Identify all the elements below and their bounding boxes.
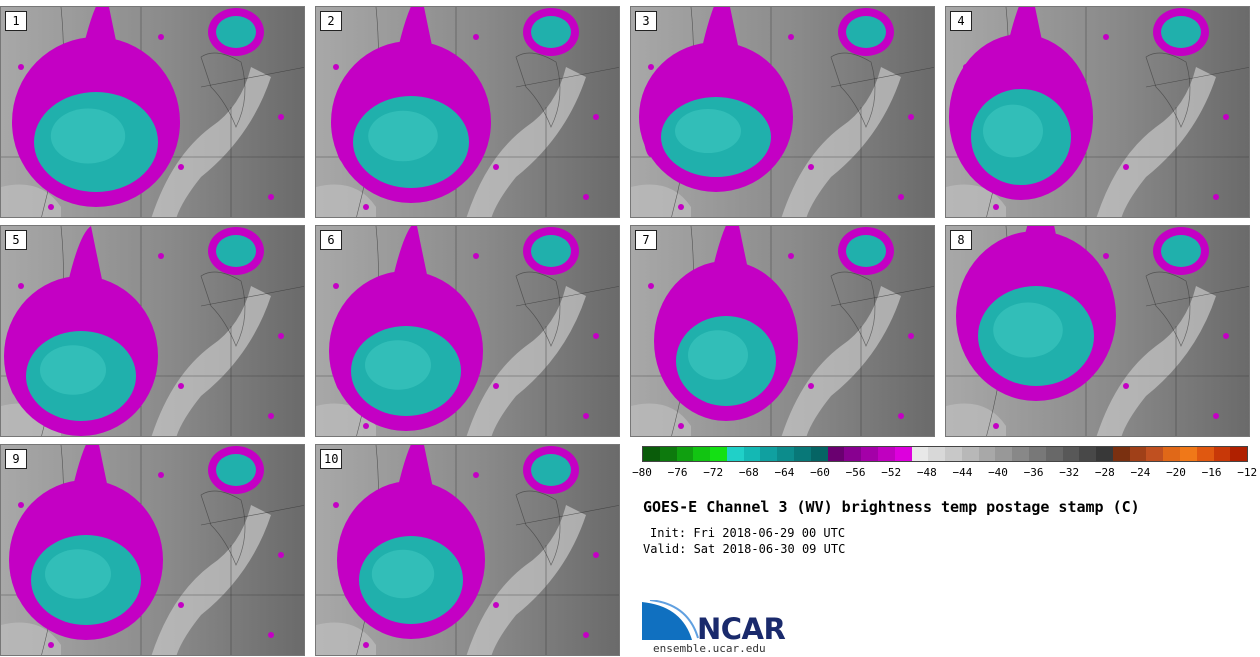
map-panel: 10 — [315, 444, 620, 656]
colorbar-tick-label: −72 — [703, 466, 724, 479]
water-vapor-map — [316, 7, 619, 217]
colorbar-tick-label: −20 — [1166, 466, 1186, 479]
colorbar-swatch — [1230, 447, 1248, 461]
map-panel: 2 — [315, 6, 620, 218]
ncar-logo-icon — [642, 600, 699, 640]
colorbar-swatch — [995, 447, 1013, 461]
valid-time: Valid: Sat 2018-06-30 09 UTC — [643, 542, 846, 556]
panel-number: 8 — [950, 230, 972, 250]
colorbar-swatch — [1112, 447, 1130, 461]
colorbar-swatch — [827, 447, 845, 461]
colorbar-swatch — [1096, 447, 1113, 461]
colorbar-tick-label: −32 — [1059, 466, 1080, 479]
colorbar-tick-label: −68 — [738, 466, 759, 479]
colorbar-tick-label: −64 — [774, 466, 795, 479]
colorbar-swatch — [1213, 447, 1231, 461]
colorbar-swatch — [710, 447, 727, 461]
panel-number: 2 — [320, 11, 342, 31]
panel-number: 7 — [635, 230, 657, 250]
panel-number: 1 — [5, 11, 27, 31]
colorbar-tick-label: −24 — [1130, 466, 1151, 479]
panel-number: 4 — [950, 11, 972, 31]
colorbar-tick-label: −12 — [1237, 466, 1258, 479]
colorbar-tick-label: −36 — [1023, 466, 1044, 479]
ncar-logo-text: NCAR — [697, 612, 786, 646]
colorbar-ticks: −80 −76 −72 −68 −64 −60 −56 −52 −48 −44 −40 −36 −32 −… — [628, 466, 1260, 482]
water-vapor-map — [946, 7, 1249, 217]
colorbar-swatch — [794, 447, 811, 461]
colorbar-swatch — [1079, 447, 1097, 461]
colorbar-swatch — [1012, 447, 1029, 461]
panel-number: 9 — [5, 449, 27, 469]
colorbar-swatch — [911, 447, 929, 461]
colorbar-swatch — [945, 447, 962, 461]
panel-number: 3 — [635, 11, 657, 31]
colorbar-swatch — [676, 447, 694, 461]
map-panel: 1 — [0, 6, 305, 218]
colorbar-swatch — [726, 447, 744, 461]
colorbar-tick-label: −48 — [916, 466, 937, 479]
colorbar-tick-label: −60 — [810, 466, 830, 479]
colorbar-swatch — [777, 447, 795, 461]
colorbar-tick-label: −40 — [988, 466, 1008, 479]
colorbar-swatch — [743, 447, 761, 461]
colorbar-tick-label: −56 — [845, 466, 866, 479]
water-vapor-map — [946, 226, 1249, 436]
map-panel: 3 — [630, 6, 935, 218]
colorbar-swatch — [693, 447, 711, 461]
colorbar-tick-label: −80 — [632, 466, 652, 479]
colorbar-swatch — [760, 447, 778, 461]
water-vapor-map — [1, 445, 304, 655]
website-link[interactable]: ensemble.ucar.edu — [653, 642, 766, 655]
water-vapor-map — [631, 7, 934, 217]
water-vapor-map — [316, 226, 619, 436]
colorbar-tick-label: −28 — [1094, 466, 1115, 479]
map-panel: 9 — [0, 444, 305, 656]
colorbar-swatch — [1129, 447, 1147, 461]
colorbar-swatch — [928, 447, 946, 461]
colorbar-swatch — [961, 447, 979, 461]
colorbar-swatch — [810, 447, 828, 461]
colorbar-swatch — [844, 447, 862, 461]
colorbar — [642, 446, 1248, 462]
init-time: Init: Fri 2018-06-29 00 UTC — [650, 526, 846, 540]
water-vapor-map — [1, 7, 304, 217]
water-vapor-map — [631, 226, 934, 436]
colorbar-swatch — [1146, 447, 1164, 461]
panel-number: 6 — [320, 230, 342, 250]
colorbar-swatch — [659, 447, 677, 461]
colorbar-swatch — [643, 447, 660, 461]
colorbar-tick-label: −76 — [667, 466, 688, 479]
map-panel: 8 — [945, 225, 1250, 437]
colorbar-swatch — [1163, 447, 1180, 461]
colorbar-swatch — [1180, 447, 1197, 461]
map-panel: 7 — [630, 225, 935, 437]
colorbar-swatch — [861, 447, 878, 461]
map-panel: 6 — [315, 225, 620, 437]
colorbar-swatch — [894, 447, 912, 461]
panel-number: 10 — [320, 449, 343, 469]
colorbar-tick-label: −44 — [952, 466, 973, 479]
water-vapor-map — [316, 445, 619, 655]
colorbar-swatch — [1045, 447, 1063, 461]
colorbar-swatch — [978, 447, 996, 461]
map-panel: 4 — [945, 6, 1250, 218]
water-vapor-map — [1, 226, 304, 436]
map-panel: 5 — [0, 225, 305, 437]
colorbar-swatch — [1196, 447, 1214, 461]
colorbar-swatch — [1028, 447, 1046, 461]
colorbar-swatch — [877, 447, 895, 461]
colorbar-tick-label: −16 — [1201, 466, 1222, 479]
panel-number: 5 — [5, 230, 27, 250]
page-title: GOES-E Channel 3 (WV) brightness temp po… — [643, 498, 1140, 516]
colorbar-swatch — [1062, 447, 1080, 461]
colorbar-tick-label: −52 — [881, 466, 902, 479]
